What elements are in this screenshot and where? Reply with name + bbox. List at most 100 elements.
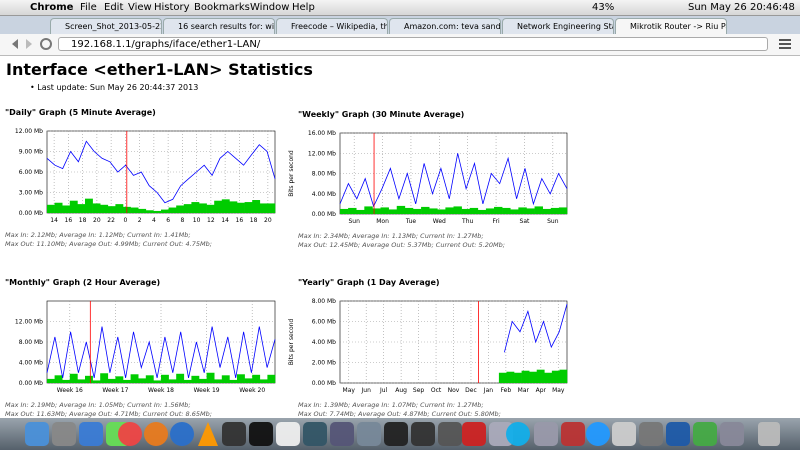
x-tick-label: 18 <box>79 217 87 224</box>
app-icon[interactable] <box>52 422 76 446</box>
reload-button[interactable] <box>40 38 52 50</box>
in-bar <box>191 202 200 213</box>
x-tick-label: Tue <box>405 218 417 225</box>
menu-item[interactable]: View <box>128 2 152 13</box>
app-icon[interactable] <box>411 422 435 446</box>
x-tick-label: 14 <box>221 217 229 224</box>
app-icon[interactable] <box>462 422 486 446</box>
in-bar <box>237 202 245 213</box>
y-tick-label: 16.00 Mb <box>308 130 336 137</box>
app-icon[interactable] <box>720 422 744 446</box>
in-bar <box>542 208 552 214</box>
trash[interactable] <box>758 422 780 446</box>
tab[interactable]: Freecode – Wikipedia, the <box>276 18 388 34</box>
app-icon[interactable] <box>586 422 610 446</box>
toolbar: 192.168.1.1/graphs/iface/ether1-LAN/ <box>0 34 800 56</box>
in-bar <box>544 372 553 383</box>
app-icon[interactable] <box>25 422 49 446</box>
in-bar <box>176 205 185 213</box>
tab[interactable]: Amazon.com: teva sandals <box>389 18 501 34</box>
app-icon[interactable] <box>198 422 218 446</box>
y-tick-label: 0.00 Mb <box>312 380 336 387</box>
x-tick-label: Feb <box>501 387 512 394</box>
forward-button[interactable] <box>26 39 32 49</box>
x-tick-label: 20 <box>264 217 272 224</box>
app-icon[interactable] <box>693 422 717 446</box>
in-bar <box>92 380 101 383</box>
app-icon[interactable] <box>276 422 300 446</box>
in-bar <box>183 379 192 383</box>
in-bar <box>176 373 185 383</box>
in-bar <box>469 207 479 214</box>
x-tick-label: Jun <box>361 387 372 394</box>
x-tick-label: Jan <box>483 387 493 394</box>
in-bar <box>404 207 414 214</box>
in-bar <box>221 199 230 213</box>
menu-button[interactable] <box>770 34 800 55</box>
stats-line: Max In: 2.12Mb; Average In: 1.12Mb; Curr… <box>5 231 191 239</box>
menu-item[interactable]: History <box>154 2 190 13</box>
app-icon[interactable] <box>506 422 530 446</box>
app-icon[interactable] <box>666 422 690 446</box>
app-icon[interactable] <box>303 422 327 446</box>
app-icon[interactable] <box>612 422 636 446</box>
menu-item[interactable]: Window <box>250 2 290 13</box>
stats-line: Max Out: 11.63Mb; Average Out: 4.71Mb; C… <box>5 410 212 418</box>
in-bar <box>494 206 503 214</box>
y-tick-label: 0.00 Mb <box>19 380 43 387</box>
x-tick-label: Nov <box>448 387 460 394</box>
app-icon[interactable] <box>144 422 168 446</box>
in-bar <box>259 203 268 213</box>
app-icon[interactable] <box>118 422 142 446</box>
tab[interactable]: Screen_Shot_2013-05-22 <box>50 18 162 34</box>
app-icon[interactable] <box>561 422 585 446</box>
x-tick-label: 4 <box>152 217 156 224</box>
x-tick-label: Oct <box>431 387 442 394</box>
x-tick-label: 12 <box>207 217 215 224</box>
x-tick-label: Week 18 <box>148 387 174 394</box>
app-menu[interactable]: Chrome <box>30 2 74 13</box>
in-bar <box>506 371 515 383</box>
clock[interactable]: Sun May 26 20:46:48 <box>688 2 795 13</box>
in-bar <box>130 374 139 383</box>
x-tick-label: Fri <box>492 218 499 225</box>
app-icon[interactable] <box>79 422 103 446</box>
tab[interactable]: Mikrotik Router -> Riu Pa <box>615 18 727 34</box>
app-icon[interactable] <box>534 422 558 446</box>
x-tick-label: Aug <box>395 387 407 394</box>
y-axis-label: Bits per second <box>288 150 295 197</box>
in-bar <box>252 200 261 213</box>
y-tick-label: 4.00 Mb <box>312 191 336 198</box>
y-tick-label: 2.00 Mb <box>312 360 336 367</box>
in-bar <box>85 198 93 213</box>
app-icon[interactable] <box>249 422 273 446</box>
in-bar <box>115 376 124 383</box>
app-icon[interactable] <box>489 422 513 446</box>
menu-item[interactable]: Bookmarks <box>194 2 250 13</box>
app-icon[interactable] <box>170 422 194 446</box>
in-bar <box>534 206 543 214</box>
in-bar <box>348 207 357 214</box>
menu-item[interactable]: File <box>80 2 97 13</box>
tab[interactable]: Network Engineering Stack <box>502 18 614 34</box>
in-bar <box>396 205 406 214</box>
back-button[interactable] <box>12 39 18 49</box>
in-bar <box>502 207 511 214</box>
app-icon[interactable] <box>384 422 408 446</box>
x-tick-label: Thu <box>461 218 473 225</box>
app-icon[interactable] <box>639 422 663 446</box>
in-bar <box>518 207 527 214</box>
tab[interactable]: 16 search results for: wi-f <box>163 18 275 34</box>
app-icon[interactable] <box>330 422 354 446</box>
in-bar <box>388 209 398 214</box>
app-icon[interactable] <box>357 422 381 446</box>
address-bar[interactable]: 192.168.1.1/graphs/iface/ether1-LAN/ <box>58 37 768 51</box>
app-icon[interactable] <box>438 422 462 446</box>
out-line <box>504 303 568 353</box>
app-icon[interactable] <box>222 422 246 446</box>
x-tick-label: 16 <box>65 217 73 224</box>
menu-item[interactable]: Edit <box>104 2 124 13</box>
in-bar <box>161 374 169 383</box>
dock <box>0 418 800 450</box>
menu-item[interactable]: Help <box>292 2 315 13</box>
